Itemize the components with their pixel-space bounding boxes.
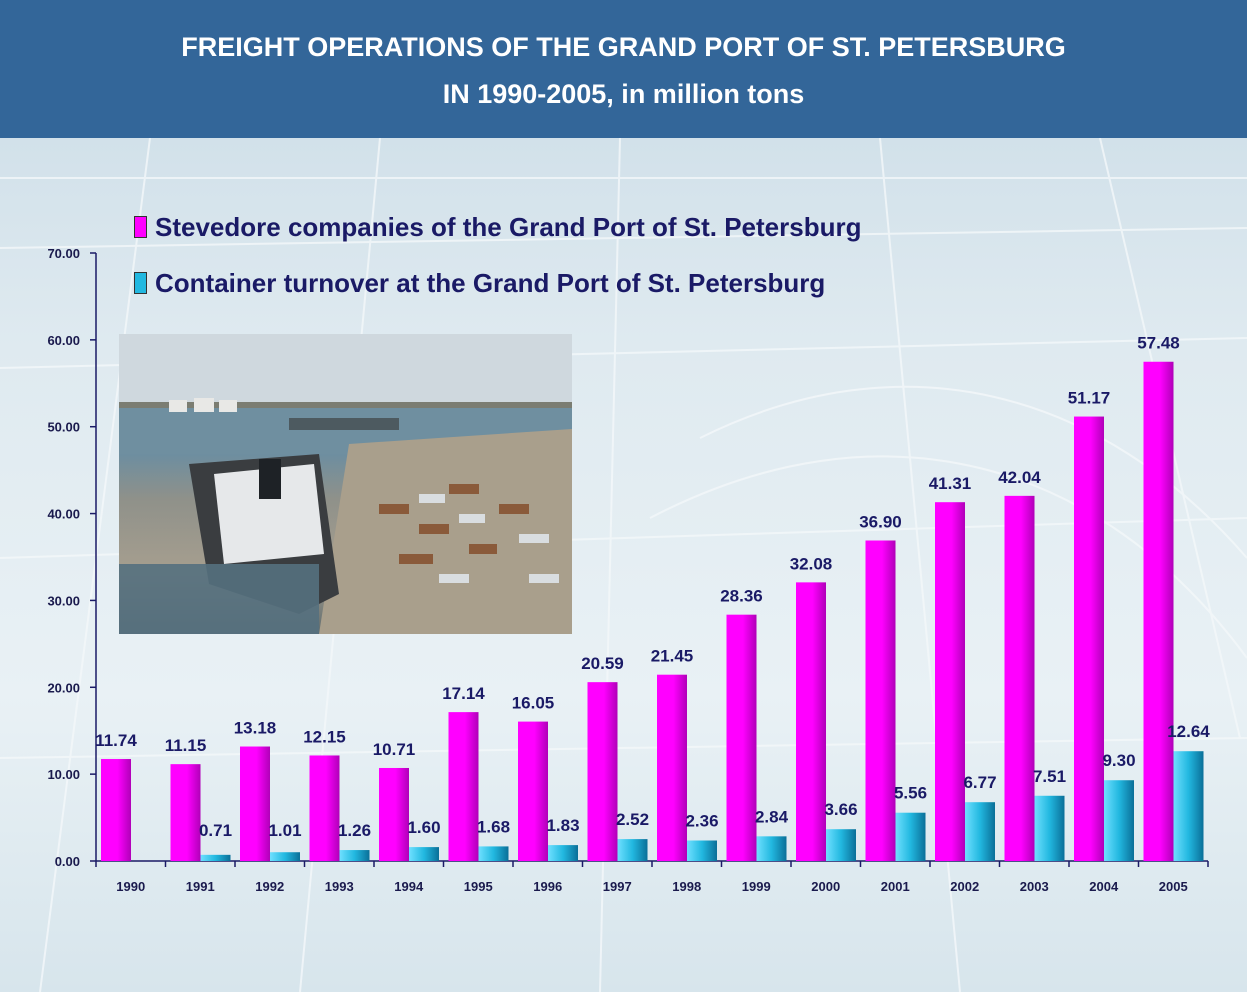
- x-tick-label: 2002: [950, 879, 979, 894]
- bar-stevedore: [518, 721, 548, 861]
- bar-stevedore: [1143, 361, 1174, 861]
- data-label-stevedore: 32.08: [790, 554, 833, 573]
- legend-label-container: Container turnover at the Grand Port of …: [155, 268, 826, 298]
- chart-title-line1: FREIGHT OPERATIONS OF THE GRAND PORT OF …: [181, 32, 1066, 62]
- bar-container: [339, 850, 370, 861]
- data-label-container: 1.26: [338, 821, 371, 840]
- bar-stevedore: [101, 759, 131, 861]
- x-tick-label: 1999: [742, 879, 771, 894]
- bar-stevedore: [1004, 495, 1035, 861]
- data-label-container: 0.71: [199, 821, 232, 840]
- data-label-container: 7.51: [1033, 767, 1066, 786]
- x-tick-label: 1997: [603, 879, 632, 894]
- data-label-container: 6.77: [963, 773, 996, 792]
- bar-container: [1173, 751, 1204, 861]
- y-tick-label: 0.00: [55, 854, 80, 869]
- data-label-container: 1.01: [268, 821, 301, 840]
- port-photo: [119, 334, 572, 634]
- bar-container: [1104, 780, 1134, 861]
- y-tick-label: 30.00: [47, 593, 80, 608]
- data-label-stevedore: 13.18: [234, 719, 277, 738]
- legend-item-stevedore: Stevedore companies of the Grand Port of…: [134, 212, 861, 243]
- chart-header: FREIGHT OPERATIONS OF THE GRAND PORT OF …: [0, 0, 1247, 138]
- legend-label-stevedore: Stevedore companies of the Grand Port of…: [155, 212, 862, 242]
- data-label-container: 9.30: [1102, 751, 1135, 770]
- data-label-stevedore: 57.48: [1137, 334, 1180, 353]
- bar-container: [687, 840, 717, 861]
- bar-stevedore: [865, 540, 896, 861]
- bar-container: [478, 846, 509, 861]
- bar-container: [270, 852, 300, 861]
- data-label-stevedore: 11.74: [95, 731, 137, 750]
- x-tick-label: 1996: [533, 879, 562, 894]
- legend-swatch-stevedore: [134, 216, 147, 238]
- legend-swatch-container: [134, 272, 147, 294]
- data-label-stevedore: 11.15: [165, 736, 207, 755]
- bar-container: [617, 839, 648, 861]
- data-label-stevedore: 10.71: [373, 740, 416, 759]
- data-label-container: 5.56: [894, 784, 927, 803]
- data-label-stevedore: 20.59: [581, 654, 624, 673]
- bar-stevedore: [796, 582, 826, 861]
- y-tick-label: 50.00: [47, 420, 80, 435]
- data-label-stevedore: 51.17: [1068, 389, 1111, 408]
- data-label-container: 3.66: [824, 800, 857, 819]
- bar-stevedore: [240, 746, 270, 861]
- bar-stevedore: [726, 614, 757, 861]
- bar-container: [826, 829, 856, 861]
- bar-container: [200, 854, 231, 861]
- bar-container: [756, 836, 787, 861]
- data-label-stevedore: 16.05: [512, 694, 555, 713]
- x-tick-label: 1995: [464, 879, 493, 894]
- x-tick-label: 1993: [325, 879, 354, 894]
- bar-stevedore: [1074, 416, 1104, 861]
- data-label-stevedore: 21.45: [651, 647, 694, 666]
- y-tick-label: 10.00: [47, 767, 80, 782]
- data-label-stevedore: 36.90: [859, 512, 902, 531]
- data-label-stevedore: 12.15: [303, 727, 346, 746]
- data-label-stevedore: 17.14: [442, 684, 485, 703]
- x-tick-label: 1991: [186, 879, 215, 894]
- bar-stevedore: [170, 764, 201, 861]
- x-tick-label: 1992: [255, 879, 284, 894]
- data-label-stevedore: 28.36: [720, 587, 763, 606]
- data-label-stevedore: 41.31: [929, 474, 972, 493]
- bar-stevedore: [657, 674, 687, 861]
- data-label-container: 1.83: [546, 816, 579, 835]
- legend-item-container: Container turnover at the Grand Port of …: [134, 268, 825, 299]
- x-tick-label: 1998: [672, 879, 701, 894]
- data-label-container: 1.68: [477, 817, 510, 836]
- x-tick-label: 1990: [116, 879, 145, 894]
- chart-title-line2: IN 1990-2005, in million tons: [442, 79, 805, 109]
- x-tick-label: 2000: [811, 879, 840, 894]
- bar-container: [965, 802, 995, 861]
- y-tick-label: 20.00: [47, 680, 80, 695]
- data-label-container: 2.84: [755, 807, 789, 826]
- x-tick-label: 1994: [394, 879, 424, 894]
- bar-container: [548, 845, 578, 861]
- bar-stevedore: [448, 712, 479, 861]
- x-tick-label: 2001: [881, 879, 910, 894]
- bar-container: [895, 812, 926, 861]
- x-tick-label: 2003: [1020, 879, 1049, 894]
- bar-stevedore: [587, 682, 618, 861]
- data-label-container: 12.64: [1167, 722, 1210, 741]
- x-tick-label: 2005: [1159, 879, 1188, 894]
- y-tick-label: 40.00: [47, 507, 80, 522]
- bar-container: [1034, 795, 1065, 861]
- y-tick-label: 70.00: [47, 246, 80, 261]
- bar-stevedore: [935, 502, 965, 861]
- bar-container: [409, 847, 439, 861]
- x-tick-label: 2004: [1089, 879, 1119, 894]
- data-label-container: 2.52: [616, 810, 649, 829]
- bar-stevedore: [379, 767, 409, 861]
- data-label-container: 1.60: [407, 818, 440, 837]
- bar-stevedore: [309, 755, 340, 861]
- data-label-container: 2.36: [685, 812, 718, 831]
- y-tick-label: 60.00: [47, 333, 80, 348]
- data-label-stevedore: 42.04: [998, 468, 1041, 487]
